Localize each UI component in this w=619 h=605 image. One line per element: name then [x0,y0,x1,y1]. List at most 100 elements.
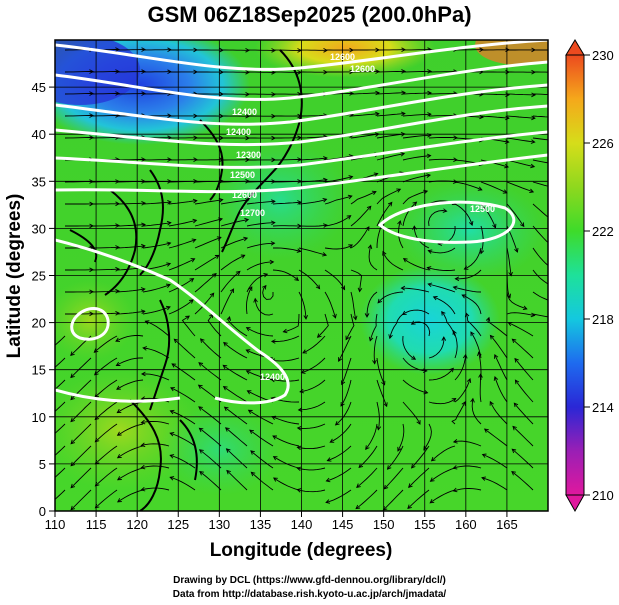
streamline [299,114,328,117]
y-axis: 0 5 10 15 20 25 30 35 40 45 [32,80,55,519]
streamline-arrow [296,425,302,431]
streamline [376,202,393,227]
streamline-arrow [388,334,393,340]
streamline [471,398,482,425]
streamline-arrow [141,179,146,184]
streamline-arrow [345,335,350,341]
streamline [272,269,299,281]
streamline [70,423,92,445]
streamline-arrow [556,186,560,190]
streamline-arrow [401,111,406,117]
streamline [338,335,352,362]
streamline-arrow [244,217,250,223]
streamline [283,313,300,333]
streamline [508,322,534,337]
streamline [324,269,345,290]
coastlines [69,49,303,511]
streamline [376,401,380,430]
streamline-arrow [169,409,175,415]
streamline-arrow [463,265,469,270]
streamline [383,467,404,490]
streamline [116,288,145,293]
streamline [117,401,144,413]
streamline-arrow [263,272,269,278]
streamline [479,374,482,403]
streamline [220,199,249,205]
streamline [228,316,248,337]
streamline [220,254,245,271]
streamline-arrow [426,153,432,159]
x-tick-label: 155 [414,517,436,532]
streamline [246,261,274,271]
streamline-arrow [504,139,510,144]
streamline-arrow [452,330,457,335]
y-tick-label: 40 [32,127,46,142]
streamline-arrow [548,243,552,247]
streamline [350,291,357,320]
streamline [480,181,507,194]
streamline [246,370,274,381]
streamline-arrow [222,364,228,370]
streamline [168,299,194,315]
contour-label: 12300 [236,150,261,160]
streamline-arrow [329,438,335,443]
streamline [90,136,120,139]
streamline [200,338,222,359]
streamline [170,454,196,469]
streamline [273,158,302,161]
streamline-arrow [366,205,372,211]
streamline-arrow [427,69,432,74]
streamline [387,445,404,470]
streamline-arrow [481,476,486,481]
contour-label: 12600 [330,52,355,62]
streamline-arrow [140,464,146,470]
streamline [90,246,120,249]
streamline [465,313,482,337]
streamline [358,445,378,468]
x-tick-label: 115 [86,517,107,532]
streamline-arrow [248,286,253,291]
streamline [116,71,146,73]
streamline [428,398,456,405]
streamline [324,155,353,161]
streamline [194,292,215,315]
streamline-arrow [493,376,499,381]
streamline-arrow [372,359,377,365]
streamline [70,467,92,489]
streamline-arrow [302,349,308,354]
streamline-arrow [282,328,288,334]
streamline-arrow [557,93,561,97]
streamline [402,174,431,183]
streamline [376,153,405,161]
contour-labels: 12600 12600 12400 12400 12300 12500 12600 12700… [226,52,495,382]
streamline-arrow [272,456,278,461]
streamline-arrow [70,373,75,379]
streamline [142,180,172,183]
streamline [194,199,223,205]
streamline [117,423,144,436]
streamline-arrow [530,163,536,169]
x-tick-label: 140 [291,517,313,532]
streamline-arrow [44,483,48,487]
streamline [55,379,66,390]
streamline [454,378,471,403]
streamline-arrow [555,301,559,305]
streamline-arrow [244,198,250,203]
streamline-arrow [197,384,203,389]
streamline-arrow [441,310,446,316]
streamline-arrow [94,437,100,443]
streamline-arrow [551,218,555,222]
streamline-arrow [382,250,387,256]
y-tick-label: 0 [39,504,46,519]
streamline-arrow [140,419,146,425]
colorbar-gradient [565,54,585,496]
streamline [326,467,352,482]
streamline [403,258,430,271]
streamline-arrow [316,333,322,338]
streamline [246,273,268,293]
streamline-arrow [387,201,393,207]
streamline-arrow [144,320,150,325]
streamline-arrow [249,429,254,434]
streamline-arrow [192,198,198,204]
